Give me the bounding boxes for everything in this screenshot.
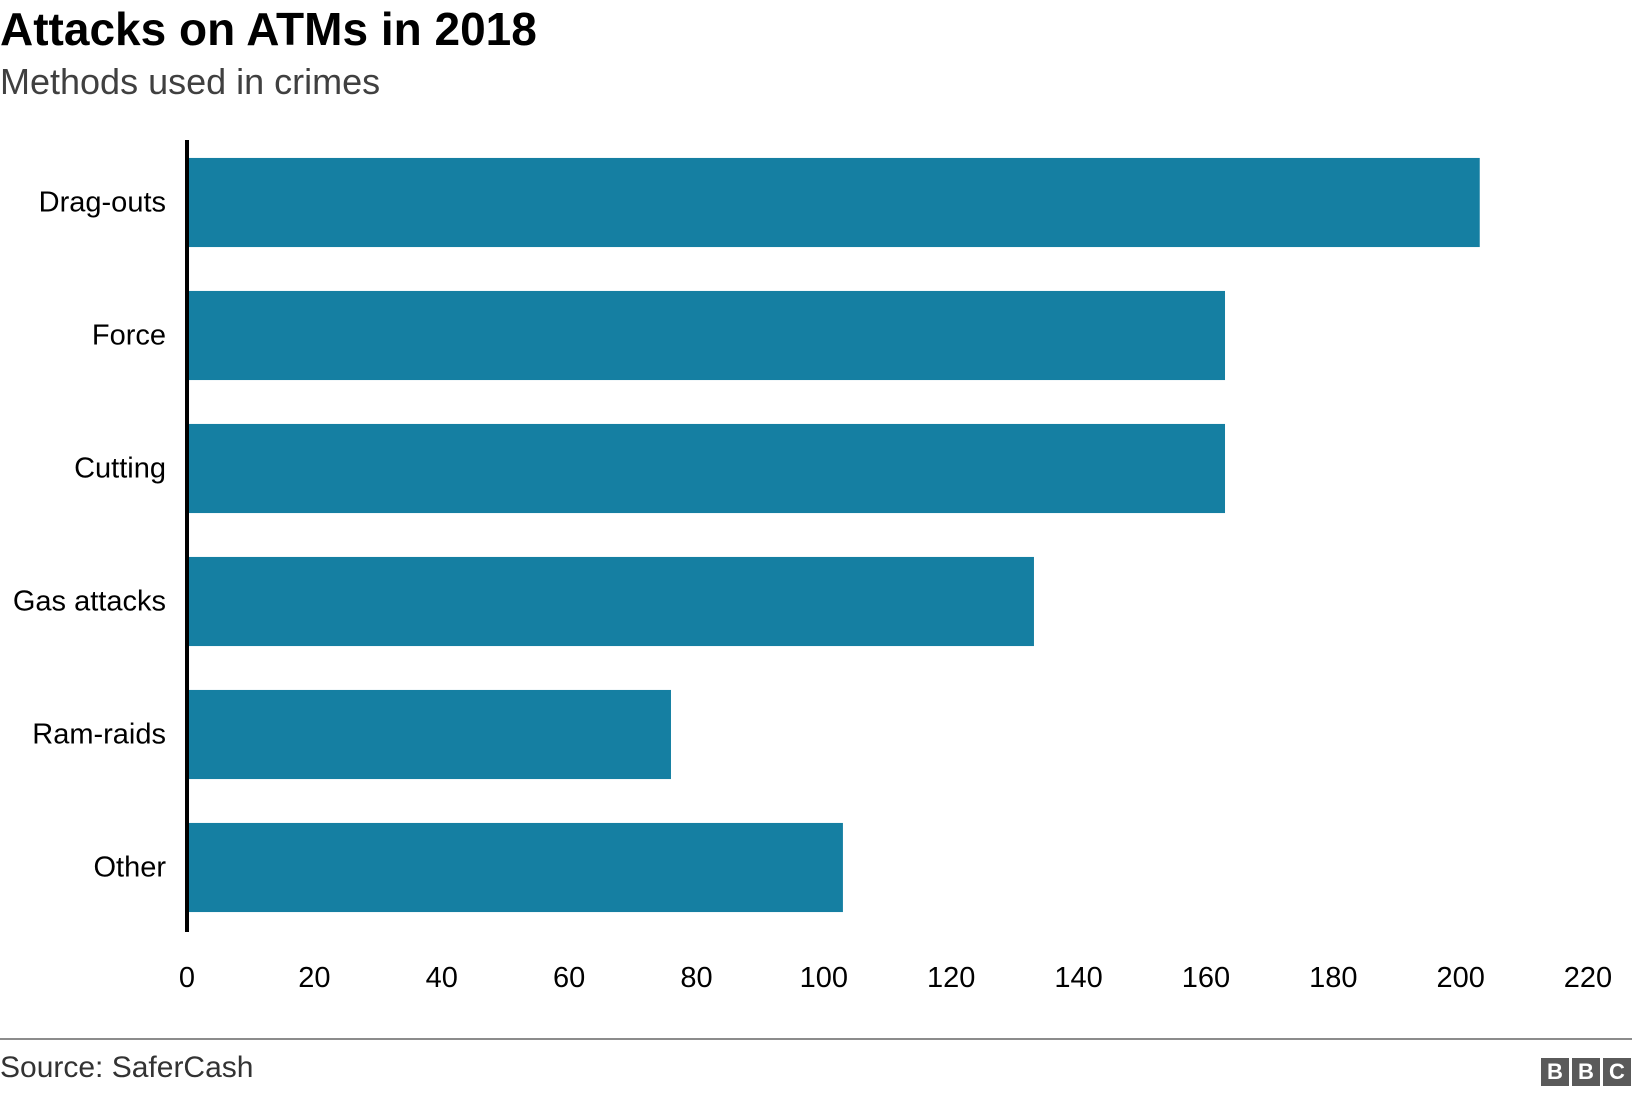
x-tick-label: 180 (1309, 962, 1357, 994)
x-tick-label: 20 (298, 962, 330, 994)
x-tick-label: 80 (680, 962, 712, 994)
footer-divider (0, 1038, 1632, 1040)
x-tick-label: 220 (1564, 962, 1612, 994)
category-label: Force (92, 320, 166, 352)
bar-cutting (187, 423, 1226, 514)
bar-drag-outs (187, 157, 1480, 248)
category-label: Gas attacks (13, 586, 166, 618)
category-label: Other (93, 852, 166, 884)
source-note: Source: SaferCash (0, 1051, 254, 1084)
bar-other (187, 822, 843, 913)
category-label: Drag-outs (39, 187, 166, 219)
x-tick-label: 0 (179, 962, 195, 994)
x-tick-label: 40 (426, 962, 458, 994)
x-tick-labels: 0 20 40 60 80 100 120 140 160 180 200 220 (179, 962, 1612, 994)
x-tick-label: 60 (553, 962, 585, 994)
chart-subtitle: Methods used in crimes (0, 61, 381, 102)
x-tick-label: 160 (1182, 962, 1230, 994)
bar-gas-attacks (187, 556, 1034, 647)
bbc-logo: B B C (1541, 1058, 1631, 1086)
bars-group (187, 157, 1480, 913)
bar-ram-raids (187, 689, 671, 780)
bbc-logo-letter-3: C (1603, 1058, 1631, 1086)
category-label: Cutting (74, 453, 166, 485)
bar-force (187, 290, 1226, 381)
category-label: Ram-raids (32, 719, 166, 751)
bbc-logo-letter-1: B (1541, 1058, 1569, 1086)
category-labels: Drag-outs Force Cutting Gas attacks Ram-raid… (13, 187, 166, 884)
x-tick-label: 200 (1436, 962, 1484, 994)
bar-chart: Drag-outs Force Cutting Gas attacks Ram-raid… (13, 140, 1612, 994)
x-tick-label: 140 (1054, 962, 1102, 994)
x-tick-label: 100 (800, 962, 848, 994)
x-tick-label: 120 (927, 962, 975, 994)
bbc-logo-letter-2: B (1572, 1058, 1600, 1086)
chart-title: Attacks on ATMs in 2018 (0, 3, 537, 55)
